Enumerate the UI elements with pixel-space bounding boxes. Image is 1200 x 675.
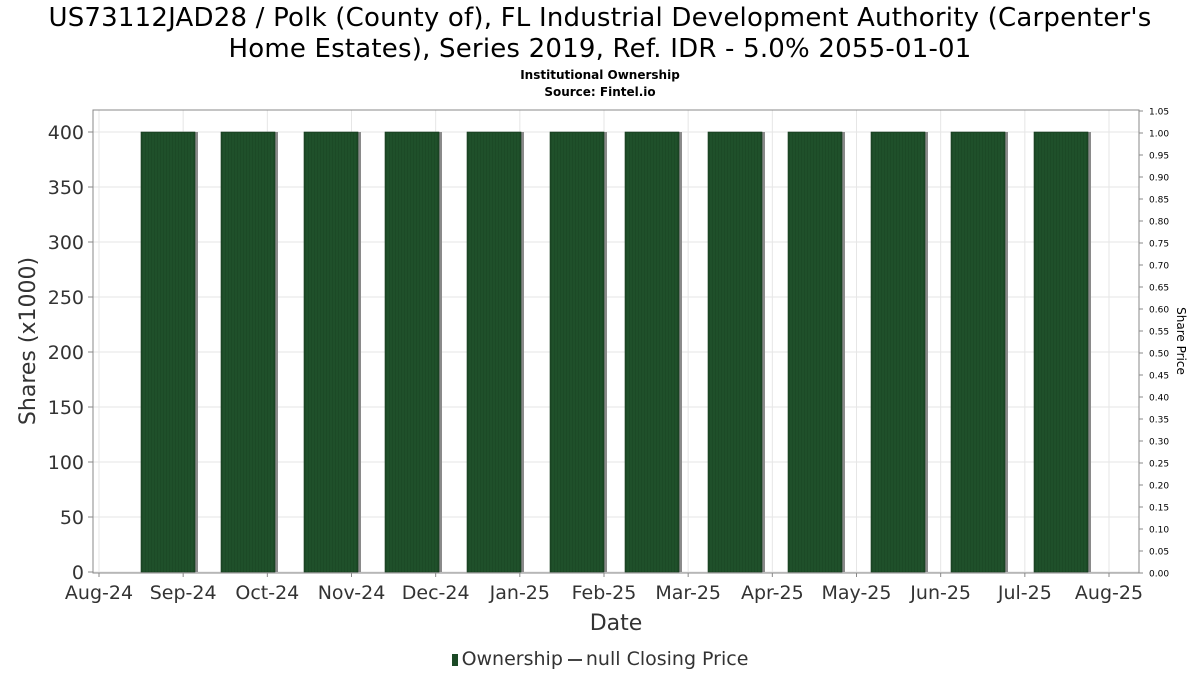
x-tick-label: Aug-25 xyxy=(1075,582,1143,604)
y2-tick-label: 0.00 xyxy=(1149,570,1169,580)
ownership-bar-shadow xyxy=(275,132,278,572)
y2-tick-label: 0.45 xyxy=(1149,372,1169,382)
y-tick-label: 400 xyxy=(48,122,84,144)
price-legend-swatch xyxy=(567,658,582,661)
y-tick-label: 150 xyxy=(48,397,84,419)
x-tick-label: May-25 xyxy=(822,582,892,604)
chart-source: Source: Fintel.io xyxy=(544,85,656,99)
x-tick-label: Jul-25 xyxy=(997,582,1052,604)
x-tick-label: Dec-24 xyxy=(402,582,470,604)
y2-tick-label: 0.75 xyxy=(1149,240,1169,250)
y2-tick-label: 0.80 xyxy=(1149,218,1169,228)
y2-tick-label: 0.05 xyxy=(1149,548,1169,558)
chart-legend: Ownership null Closing Price xyxy=(0,648,1200,670)
ownership-bar-shadow xyxy=(358,132,361,572)
x-tick-label: Oct-24 xyxy=(235,582,299,604)
y2-tick-label: 0.40 xyxy=(1149,394,1169,404)
y2-tick-label: 0.90 xyxy=(1149,174,1169,184)
y2-tick-label: 1.05 xyxy=(1149,108,1169,118)
y2-tick-label: 0.10 xyxy=(1149,526,1169,536)
y2-tick-label: 0.35 xyxy=(1149,416,1169,426)
y2-tick-label: 0.60 xyxy=(1149,306,1169,316)
ownership-bar-shadow xyxy=(604,132,607,572)
x-axis-label: Date xyxy=(590,611,643,636)
y-tick-label: 200 xyxy=(48,342,84,364)
ownership-bar-shadow xyxy=(762,132,765,572)
y-tick-label: 300 xyxy=(48,232,84,254)
x-tick-label: Nov-24 xyxy=(318,582,386,604)
y-tick-label: 100 xyxy=(48,452,84,474)
y-tick-label: 0 xyxy=(72,562,84,584)
ownership-bar-shadow xyxy=(521,132,524,572)
ownership-legend-label: Ownership xyxy=(461,648,563,670)
x-tick-label: Sep-24 xyxy=(150,582,217,604)
y-tick-label: 250 xyxy=(48,287,84,309)
ownership-bar-shadow xyxy=(679,132,682,572)
ownership-bar-shadow xyxy=(1005,132,1008,572)
chart-subtitle: Institutional Ownership xyxy=(520,68,680,82)
chart-title-line-2: Home Estates), Series 2019, Ref. IDR - 5… xyxy=(228,34,972,64)
y2-tick-label: 0.95 xyxy=(1149,152,1169,162)
y2-tick-label: 0.20 xyxy=(1149,482,1169,492)
y-tick-label: 350 xyxy=(48,177,84,199)
ownership-bar-shadow xyxy=(195,132,198,572)
y2-tick-label: 0.70 xyxy=(1149,262,1169,272)
chart-title-line-1: US73112JAD28 / Polk (County of), FL Indu… xyxy=(48,3,1152,33)
x-tick-label: Feb-25 xyxy=(572,582,637,604)
y2-tick-label: 0.85 xyxy=(1149,196,1169,206)
y2-axis-label: Share Price xyxy=(1174,307,1188,375)
x-tick-label: Apr-25 xyxy=(741,582,804,604)
x-tick-label: Jan-25 xyxy=(489,582,550,604)
y2-tick-label: 1.00 xyxy=(1149,130,1169,140)
x-tick-label: Jun-25 xyxy=(909,582,971,604)
ownership-bar-shadow xyxy=(925,132,928,572)
ownership-legend-swatch xyxy=(451,653,458,666)
y2-tick-label: 0.65 xyxy=(1149,284,1169,294)
price-legend-label: null Closing Price xyxy=(585,648,749,670)
y-tick-label: 50 xyxy=(60,507,84,529)
plot-frame xyxy=(92,109,1140,574)
ownership-bar-shadow xyxy=(439,132,442,572)
y2-tick-label: 0.25 xyxy=(1149,460,1169,470)
ownership-bar-shadow xyxy=(842,132,845,572)
y2-tick-label: 0.55 xyxy=(1149,328,1169,338)
y2-tick-label: 0.30 xyxy=(1149,438,1169,448)
y2-tick-label: 0.15 xyxy=(1149,504,1169,514)
y2-tick-label: 0.50 xyxy=(1149,350,1169,360)
y-axis-label: Shares (x1000) xyxy=(16,257,41,425)
ownership-bar-shadow xyxy=(1088,132,1091,572)
x-tick-label: Aug-24 xyxy=(65,582,133,604)
x-tick-label: Mar-25 xyxy=(655,582,721,604)
